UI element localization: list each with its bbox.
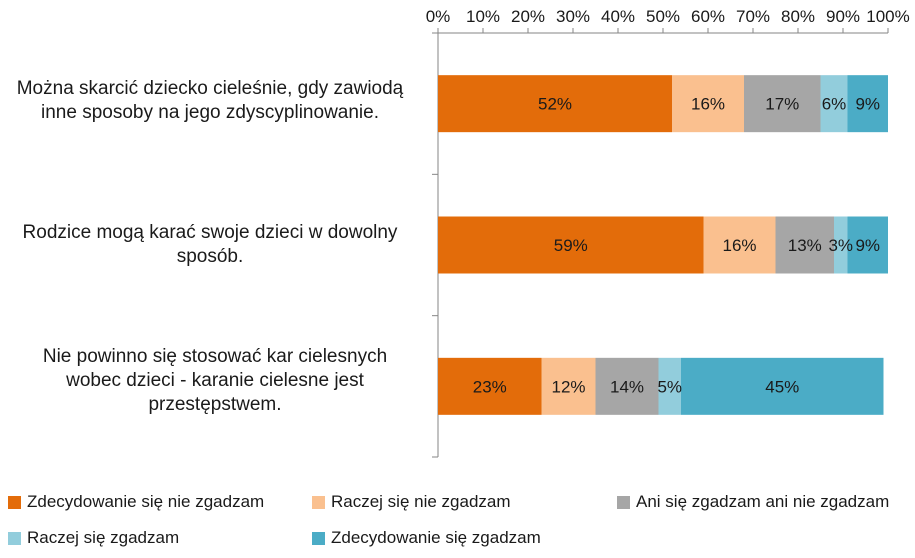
- legend-label: Raczej się nie zgadzam: [331, 492, 511, 511]
- legend-item: Raczej się nie zgadzam: [312, 492, 511, 512]
- legend-swatch: [617, 495, 630, 509]
- legend-label: Raczej się zgadzam: [27, 528, 180, 547]
- data-label: 9%: [855, 236, 880, 255]
- legend-label: Ani się zgadzam ani nie zgadzam: [636, 492, 890, 511]
- legend-label: Zdecydowanie się nie zgadzam: [27, 492, 265, 511]
- bar-segment: [438, 75, 672, 133]
- x-tick-label: 80%: [781, 7, 815, 26]
- x-tick-label: 10%: [466, 7, 500, 26]
- data-label: 5%: [657, 377, 682, 396]
- data-label: 14%: [610, 377, 644, 396]
- bar-segment: [703, 216, 776, 274]
- legend-item: Raczej się zgadzam: [8, 528, 179, 548]
- category-label: Rodzice mogą karać swoje dzieci w dowoln…: [22, 222, 398, 267]
- x-tick-label: 30%: [556, 7, 590, 26]
- legend-label: Zdecydowanie się zgadzam: [331, 528, 541, 547]
- bar-segment: [595, 357, 659, 415]
- category-label: Można skarcić dziecko cieleśnie, gdy zaw…: [16, 78, 404, 123]
- data-label: 13%: [788, 236, 822, 255]
- data-label: 59%: [554, 236, 588, 255]
- data-label: 3%: [828, 236, 853, 255]
- x-tick-label: 20%: [511, 7, 545, 26]
- data-label: 16%: [691, 95, 725, 114]
- data-label: 45%: [765, 377, 799, 396]
- bar-segment: [658, 357, 681, 415]
- bar-segment: [744, 75, 821, 133]
- bar-segment: [681, 357, 884, 415]
- data-label: 9%: [855, 95, 880, 114]
- x-tick-label: 60%: [691, 7, 725, 26]
- legend-item: Zdecydowanie się nie zgadzam: [8, 492, 264, 512]
- x-tick-label: 100%: [866, 7, 909, 26]
- bar-segment: [775, 216, 834, 274]
- x-tick-label: 70%: [736, 7, 770, 26]
- bar-segment: [847, 216, 888, 274]
- data-label: 17%: [765, 95, 799, 114]
- bar-segment: [672, 75, 744, 133]
- bar-segment: [847, 75, 888, 133]
- legend-item: Zdecydowanie się zgadzam: [312, 528, 541, 548]
- data-label: 12%: [551, 377, 585, 396]
- data-label: 23%: [473, 377, 507, 396]
- category-label: Nie powinno się stosować kar cielesnych …: [42, 346, 388, 415]
- bar-segment: [820, 75, 848, 133]
- data-label: 6%: [822, 95, 847, 114]
- legend-swatch: [8, 531, 21, 545]
- legend-swatch: [312, 495, 325, 509]
- x-tick-label: 0%: [426, 7, 451, 26]
- bar-segment: [438, 357, 542, 415]
- legend-swatch: [8, 495, 21, 509]
- bar-segment: [438, 216, 704, 274]
- data-label: 52%: [538, 95, 572, 114]
- x-tick-label: 40%: [601, 7, 635, 26]
- x-tick-label: 50%: [646, 7, 680, 26]
- legend-swatch: [312, 531, 325, 545]
- data-label: 16%: [722, 236, 756, 255]
- legend-item: Ani się zgadzam ani nie zgadzam: [617, 492, 889, 512]
- bar-segment: [834, 216, 848, 274]
- x-tick-label: 90%: [826, 7, 860, 26]
- bar-segment: [541, 357, 596, 415]
